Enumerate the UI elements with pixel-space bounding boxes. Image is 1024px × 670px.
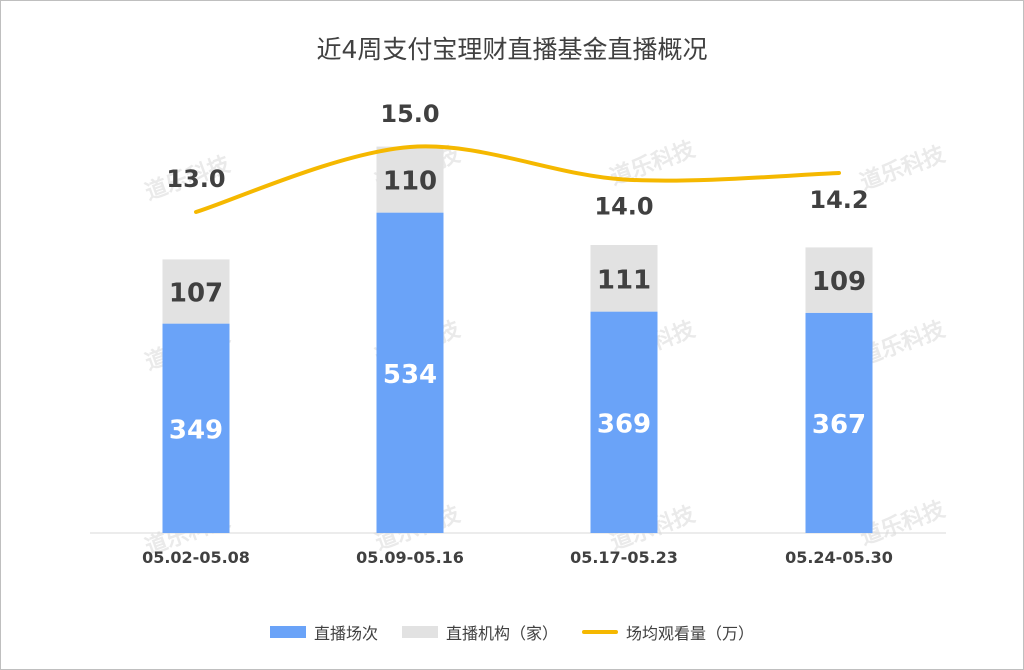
bar-institutions <box>805 247 873 313</box>
legend-item-institutions: 直播机构（家） <box>401 620 558 644</box>
legend-label-viewers: 场均观看量（万） <box>626 624 755 643</box>
data-label-viewers: 14.2 <box>809 186 868 214</box>
legend-swatch-viewers <box>582 630 618 634</box>
bar-sessions <box>162 323 230 533</box>
data-label-sessions: 349 <box>169 415 223 445</box>
x-tick-label: 05.09-05.16 <box>356 548 464 567</box>
data-label-institutions: 110 <box>383 167 437 197</box>
data-label-viewers: 15.0 <box>380 100 439 128</box>
bar-sessions <box>590 311 658 533</box>
legend-label-institutions: 直播机构（家） <box>445 624 558 643</box>
chart-plot: 道乐科技道乐科技道乐科技道乐科技道乐科技道乐科技道乐科技道乐科技道乐科技道乐科技… <box>90 100 950 567</box>
data-label-viewers: 13.0 <box>166 165 225 193</box>
legend-swatch-institutions <box>401 626 438 638</box>
chart-legend: 直播场次 直播机构（家） 场均观看量（万） <box>0 620 1024 644</box>
x-tick-label: 05.24-05.30 <box>785 548 893 567</box>
data-label-sessions: 367 <box>812 410 866 440</box>
bar-sessions <box>805 312 873 533</box>
bar-institutions <box>376 146 444 213</box>
data-label-sessions: 369 <box>597 409 651 439</box>
chart-title: 近4周支付宝理财直播基金直播概况 <box>316 35 708 64</box>
data-label-institutions: 109 <box>812 267 866 297</box>
data-label-institutions: 107 <box>169 279 223 309</box>
x-tick-label: 05.17-05.23 <box>570 548 678 567</box>
data-label-institutions: 111 <box>597 265 651 295</box>
legend-item-viewers: 场均观看量（万） <box>582 620 754 644</box>
legend-item-sessions: 直播场次 <box>269 620 378 644</box>
data-label-viewers: 14.0 <box>594 193 653 221</box>
bar-sessions <box>376 212 444 533</box>
data-label-sessions: 534 <box>383 360 437 390</box>
watermark-text: 道乐科技 <box>857 141 950 196</box>
legend-label-sessions: 直播场次 <box>313 624 378 643</box>
x-tick-label: 05.02-05.08 <box>142 548 250 567</box>
line-viewers <box>194 144 841 214</box>
legend-swatch-sessions <box>269 626 306 638</box>
bar-institutions <box>590 245 658 312</box>
bar-institutions <box>162 259 230 324</box>
